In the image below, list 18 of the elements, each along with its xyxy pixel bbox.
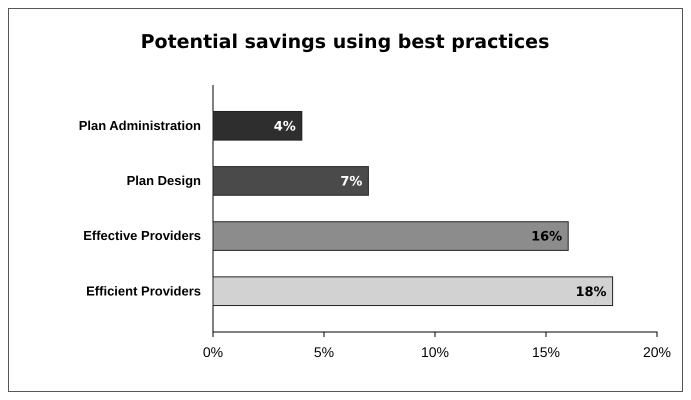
- y-tick-label: Effective Providers: [83, 228, 201, 244]
- data-label: 16%: [531, 230, 562, 245]
- x-tick-label: 15%: [532, 344, 560, 360]
- bar: [212, 166, 369, 196]
- x-tick-label: 10%: [420, 344, 450, 360]
- x-tick-label: 0%: [202, 344, 224, 360]
- bar: [212, 110, 302, 141]
- data-label: 7%: [340, 174, 362, 190]
- x-tick-label: 20%: [642, 344, 672, 360]
- x-tick-label: 5%: [314, 344, 334, 360]
- chart-title: Potential savings using best practices: [140, 31, 550, 53]
- y-tick-label: Plan Design: [126, 173, 202, 188]
- data-label: 4%: [274, 119, 296, 134]
- y-tick-label: Plan Administration: [78, 118, 202, 133]
- data-label: 18%: [575, 284, 607, 300]
- bar: [212, 276, 614, 306]
- bar: [212, 221, 569, 251]
- y-tick-label: Efficient Providers: [86, 283, 201, 298]
